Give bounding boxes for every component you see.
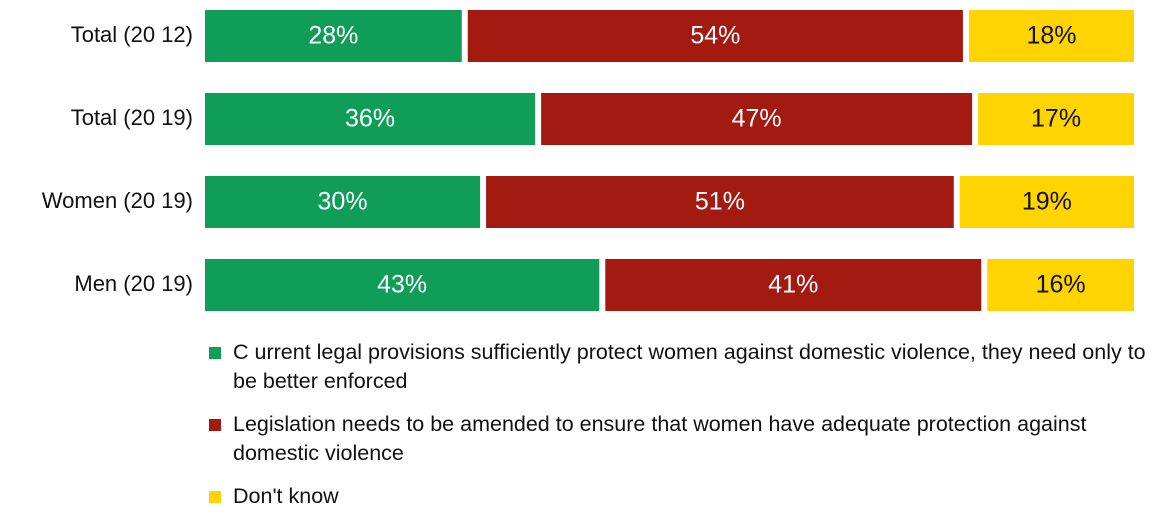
stacked-bar-chart: Total (20 12) Total (20 19) Women (20 19) M… [42, 10, 1134, 311]
bar-amend-1 [541, 93, 973, 145]
bar-label-enforce-3: 43% [377, 271, 427, 299]
bar-enforce-3 [205, 259, 600, 311]
legend-label-amend: Legislation needs to be amended to ensur… [233, 412, 1087, 465]
legend-swatch-amend [209, 419, 221, 431]
bar-label-enforce-0: 28% [308, 22, 358, 50]
bar-dont-know-0 [968, 10, 1134, 62]
legend-item-enforce: C urrent legal provisions sufficiently p… [209, 338, 1149, 396]
bar-label-dont-know-1: 17% [1031, 105, 1081, 133]
bar-label-dont-know-2: 19% [1022, 188, 1072, 216]
bar-amend-3 [605, 259, 982, 311]
bar-dont-know-1 [978, 93, 1134, 145]
legend-item-dont-know: Don't know [209, 482, 1149, 511]
bar-dont-know-2 [959, 176, 1134, 228]
bar-enforce-0 [205, 10, 462, 62]
legend-label-dont-know: Don't know [233, 484, 339, 508]
bar-label-amend-1: 47% [732, 105, 782, 133]
legend-swatch-dont-know [209, 491, 221, 503]
legend-label-enforce: C urrent legal provisions sufficiently p… [233, 340, 1146, 393]
bar-label-dont-know-0: 18% [1026, 22, 1076, 50]
bars: 28% 54% 18% 36% 47% 17% 30% 51% 19% 43% 41% 16% [205, 10, 1134, 311]
bar-label-enforce-2: 30% [318, 188, 368, 216]
category-label-2: Women (20 19) [42, 188, 193, 213]
bar-dont-know-3 [987, 259, 1134, 311]
bar-enforce-2 [205, 176, 481, 228]
legend: C urrent legal provisions sufficiently p… [209, 338, 1149, 525]
bar-label-amend-3: 41% [768, 271, 818, 299]
bar-amend-0 [467, 10, 963, 62]
category-label-0: Total (20 12) [71, 22, 193, 47]
bar-label-amend-2: 51% [695, 188, 745, 216]
bar-label-amend-0: 54% [690, 22, 740, 50]
bar-enforce-1 [205, 93, 536, 145]
bar-amend-2 [486, 176, 954, 228]
legend-swatch-enforce [209, 347, 221, 359]
category-labels: Total (20 12) Total (20 19) Women (20 19) M… [42, 22, 193, 296]
bar-label-dont-know-3: 16% [1036, 271, 1086, 299]
category-label-3: Men (20 19) [74, 271, 193, 296]
legend-item-amend: Legislation needs to be amended to ensur… [209, 410, 1149, 468]
bar-label-enforce-1: 36% [345, 105, 395, 133]
category-label-1: Total (20 19) [71, 105, 193, 130]
